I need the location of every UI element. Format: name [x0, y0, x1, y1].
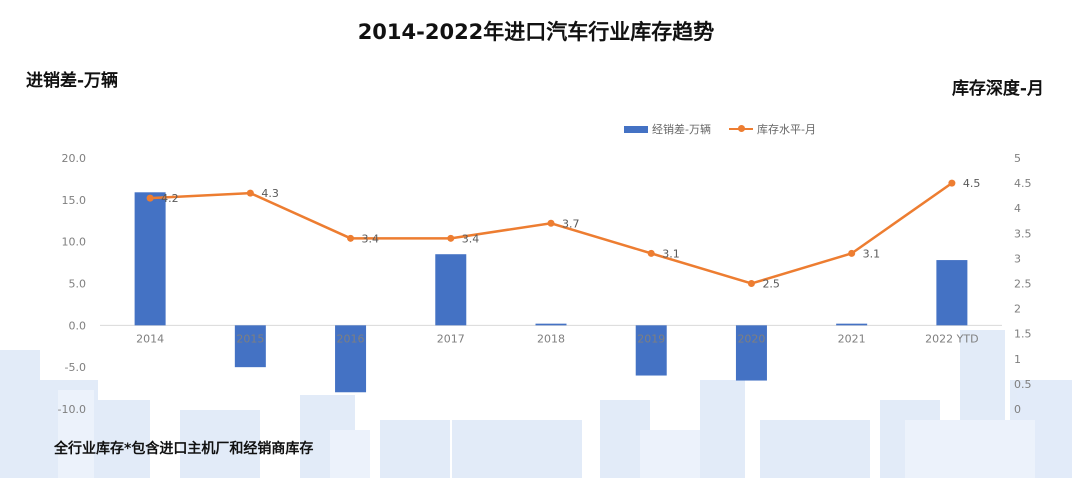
legend-bar-label: 经销差-万辆 — [652, 123, 711, 136]
line-point-2017 — [447, 234, 455, 242]
legend-line-label: 库存水平-月 — [756, 123, 816, 136]
line-data-label: 3.7 — [562, 217, 580, 230]
bar-2016 — [335, 325, 367, 393]
legend: 经销差-万辆 库存水平-月 — [624, 121, 834, 137]
right-axis-tick-label: 3.5 — [1014, 227, 1032, 240]
left-axis-tick-label: 20.0 — [62, 152, 87, 165]
bar-2021 — [836, 323, 868, 326]
left-axis-tick-label: -5.0 — [65, 361, 86, 374]
left-axis-title: 进销差-万辆 — [26, 71, 119, 91]
right-axis-tick-label: 0.5 — [1014, 378, 1032, 391]
line-point-2018 — [547, 219, 555, 227]
line-data-label: 3.4 — [362, 232, 380, 245]
line-point-2022-YTD — [948, 179, 956, 187]
line-point-2020 — [747, 280, 755, 287]
x-axis-tick-label: 2016 — [337, 332, 365, 345]
right-axis-tick-label: 3 — [1014, 252, 1021, 265]
bar-2015 — [234, 325, 266, 368]
line-point-2015 — [246, 189, 254, 197]
right-axis-tick-label: 0 — [1014, 403, 1021, 416]
legend-item-bar: 经销差-万辆 — [624, 121, 711, 137]
right-axis-tick-label: 5 — [1014, 152, 1021, 165]
line-data-label: 4.5 — [963, 177, 981, 190]
line-point-2014 — [146, 194, 154, 202]
bar-2018 — [535, 323, 567, 326]
bar-2014 — [134, 192, 166, 326]
bar-2022-YTD — [936, 260, 968, 326]
right-axis-tick-label: 4 — [1014, 202, 1021, 215]
line-data-label: 3.1 — [662, 247, 680, 260]
right-axis-tick-label: 1 — [1014, 353, 1021, 366]
line-point-2016 — [347, 234, 355, 242]
left-axis-tick-label: 0.0 — [69, 319, 87, 332]
x-axis-tick-label: 2019 — [637, 332, 665, 345]
x-axis-tick-label: 2018 — [537, 332, 565, 345]
left-axis-tick-label: -10.0 — [58, 403, 86, 416]
line-point-2021 — [848, 249, 856, 257]
legend-item-line: 库存水平-月 — [728, 121, 816, 137]
chart-title: 2014-2022年进口汽车行业库存趋势 — [357, 20, 715, 44]
left-axis-tick-label: 10.0 — [62, 236, 87, 249]
line-data-label: 4.2 — [161, 192, 179, 205]
x-axis-tick-label: 2014 — [136, 332, 164, 345]
left-axis-tick-label: 5.0 — [69, 278, 87, 291]
right-axis-title: 库存深度-月 — [951, 79, 1044, 99]
bar-2020 — [735, 325, 767, 381]
x-axis-tick-label: 2015 — [236, 332, 264, 345]
x-axis-tick-label: 2021 — [838, 332, 866, 345]
bar-2017 — [435, 254, 467, 326]
legend-bar-swatch — [624, 125, 648, 133]
line-data-label: 2.5 — [762, 278, 780, 291]
right-axis-tick-label: 2.5 — [1014, 278, 1032, 291]
x-axis-tick-label: 2020 — [737, 332, 765, 345]
left-axis-tick-label: 15.0 — [62, 194, 87, 207]
line-data-label: 4.3 — [261, 187, 279, 200]
bar-2019 — [635, 325, 667, 376]
right-axis-tick-label: 2 — [1014, 303, 1021, 316]
x-axis-tick-label: 2022 YTD — [925, 332, 978, 345]
legend-line-swatch — [728, 125, 753, 132]
x-axis-tick-label: 2017 — [437, 332, 465, 345]
footnote: 全行业库存*包含进口主机厂和经销商库存 — [54, 441, 314, 457]
right-axis-tick-label: 4.5 — [1014, 177, 1032, 190]
line-data-label: 3.4 — [462, 232, 480, 245]
line-data-label: 3.1 — [863, 247, 881, 260]
line-point-2019 — [647, 249, 655, 257]
right-axis-tick-label: 1.5 — [1014, 328, 1032, 341]
